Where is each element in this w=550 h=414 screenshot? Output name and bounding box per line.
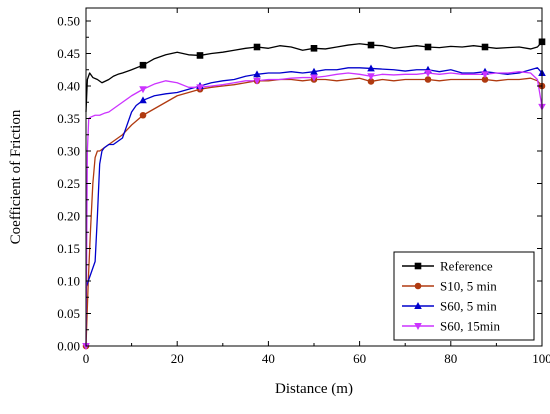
legend-items: Reference S10, 5 min S60, 5 min S60, 15min bbox=[402, 259, 500, 334]
y-tick-label: 0.30 bbox=[57, 144, 80, 159]
legend: Reference S10, 5 min S60, 5 min S60, 15min bbox=[393, 251, 535, 341]
data-point-s60-15min bbox=[481, 71, 489, 79]
y-tick-label: 0.00 bbox=[57, 339, 80, 354]
data-point-s60-5-min bbox=[367, 64, 375, 72]
data-point-s60-5-min bbox=[253, 70, 261, 78]
data-point-s10-5-min bbox=[367, 78, 375, 85]
legend-swatch-marker bbox=[414, 262, 422, 270]
x-tick-label: 100 bbox=[532, 351, 550, 366]
data-point-s60-15min bbox=[310, 74, 318, 82]
series-line-s60-15min bbox=[85, 71, 543, 347]
x-axis-ticks: 0 20 40 60 80 100 bbox=[83, 8, 550, 366]
data-point-s60-5-min bbox=[310, 67, 318, 75]
legend-swatch-marker bbox=[414, 323, 422, 330]
x-tick-label: 20 bbox=[171, 351, 184, 366]
y-axis-label: Coefficient of Friction bbox=[8, 109, 24, 244]
legend-label: S10, 5 min bbox=[440, 279, 497, 294]
y-tick-label: 0.50 bbox=[57, 14, 80, 29]
x-tick-label: 80 bbox=[444, 351, 457, 366]
y-axis-ticks: 0.00 0.05 0.10 0.15 0.20 0.25 0.30 0.35 0.40 0.45… bbox=[57, 14, 542, 354]
y-tick-label: 0.05 bbox=[57, 306, 80, 321]
legend-label: S60, 15min bbox=[440, 319, 500, 334]
legend-label: Reference bbox=[440, 259, 493, 274]
y-tick-label: 0.10 bbox=[57, 274, 80, 289]
x-tick-label: 0 bbox=[83, 351, 90, 366]
data-point-s60-15min bbox=[367, 73, 375, 81]
data-point-reference bbox=[481, 43, 489, 51]
data-point-s10-5-min bbox=[139, 111, 147, 119]
legend-label: S60, 5 min bbox=[440, 299, 497, 314]
data-point-s10-5-min bbox=[424, 76, 432, 83]
y-tick-label: 0.45 bbox=[57, 46, 80, 61]
data-point-reference bbox=[367, 41, 375, 49]
legend-swatch-marker bbox=[414, 282, 422, 290]
y-tick-label: 0.35 bbox=[57, 111, 80, 126]
series-line-reference bbox=[85, 41, 543, 113]
data-point-s10-5-min bbox=[481, 76, 489, 83]
data-point-s60-15min bbox=[196, 84, 204, 92]
x-tick-label: 40 bbox=[262, 351, 275, 366]
y-tick-label: 0.20 bbox=[57, 209, 80, 224]
data-point-reference bbox=[424, 43, 432, 51]
data-point-s60-15min bbox=[253, 77, 261, 85]
data-point-reference bbox=[253, 43, 261, 51]
y-tick-label: 0.40 bbox=[57, 79, 80, 94]
y-tick-label: 0.25 bbox=[57, 176, 80, 191]
data-point-reference bbox=[139, 61, 147, 69]
x-axis-label: Distance (m) bbox=[275, 381, 353, 397]
data-point-s60-15min bbox=[424, 70, 432, 77]
y-tick-label: 0.15 bbox=[57, 241, 80, 256]
data-point-reference bbox=[196, 52, 204, 59]
data-point-s60-15min bbox=[139, 86, 147, 94]
legend-swatch-marker bbox=[414, 302, 422, 309]
data-point-s60-5-min bbox=[139, 96, 147, 104]
data-point-reference bbox=[310, 45, 318, 52]
x-tick-label: 60 bbox=[353, 351, 366, 366]
